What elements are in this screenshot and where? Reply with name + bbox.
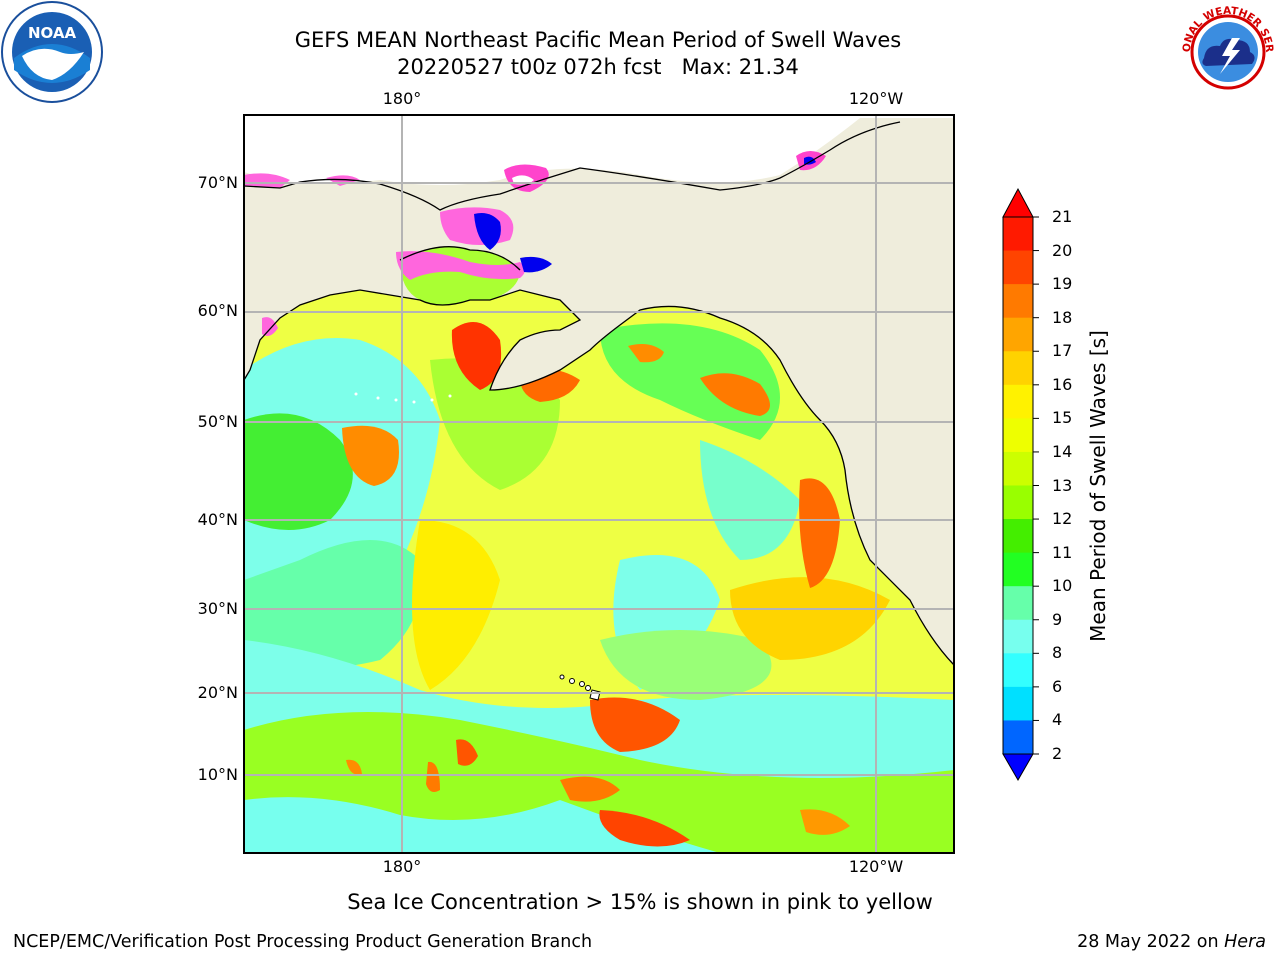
colorbar-tick-label: 20 [1052, 240, 1073, 260]
colorbar-tick-label: 8 [1052, 643, 1063, 663]
swell-field-yellow-east [730, 577, 890, 660]
colorbar-segment [1003, 519, 1033, 554]
swell-max-small-3 [346, 759, 362, 775]
sea-ice-1 [244, 173, 290, 188]
colorbar-tick-label: 13 [1052, 475, 1073, 495]
colorbar-over-triangle [1002, 187, 1034, 218]
lat-label-50n: 50°N [197, 412, 238, 431]
colorbar-segment [1003, 686, 1033, 721]
lon-label-top-180: 180° [382, 89, 422, 108]
swell-field-light-green [600, 630, 772, 700]
map-area [244, 115, 954, 853]
swell-max-bering [451, 322, 502, 390]
noaa-emblem-icon: NOAA [1, 1, 103, 103]
ice-low-period-3 [804, 156, 816, 165]
footer-host: Hera [1224, 932, 1266, 952]
national-weather-service-logo: NATIONAL WEATHER SERVICE [1176, 0, 1280, 104]
graticule [244, 115, 954, 853]
aleutian-islands [354, 392, 452, 404]
arctic-coastline [244, 121, 901, 211]
colorbar-segment [1003, 250, 1033, 285]
colorbar-tick-label: 17 [1052, 341, 1073, 361]
footer-date-text: 28 May 2022 on [1077, 932, 1225, 952]
swell-max-gulf-small [628, 344, 664, 363]
footer-credit: NCEP/EMC/Verification Post Processing Pr… [13, 932, 593, 952]
bering-coastline [399, 246, 521, 271]
lon-label-top-120w: 120°W [848, 89, 904, 108]
colorbar-segment [1003, 217, 1033, 252]
colorbar-tick-label: 18 [1052, 307, 1073, 327]
colorbar-tick-label: 15 [1052, 408, 1073, 428]
chart-title: GEFS MEAN Northeast Pacific Mean Period … [294, 28, 902, 52]
noaa-logo: NOAA [0, 0, 104, 104]
colorbar-tick-label: 16 [1052, 374, 1073, 394]
lat-label-40n: 40°N [197, 510, 238, 529]
svg-text:NOAA: NOAA [28, 24, 77, 42]
colorbar-tick-label: 9 [1052, 609, 1063, 629]
swell-max-california [799, 478, 840, 588]
colorbar-tick-label: 14 [1052, 441, 1073, 461]
sea-ice-2 [326, 175, 360, 186]
colorbar-under-triangle [1002, 753, 1034, 782]
colorbar-segment [1003, 586, 1033, 621]
swell-max-hawaii [590, 697, 680, 752]
colorbar-segment [1003, 351, 1033, 386]
colorbar-segment [1003, 317, 1033, 352]
colorbar-tick-label: 11 [1052, 542, 1073, 562]
swell-max-south-2 [599, 810, 690, 847]
colorbar-segment [1003, 485, 1033, 520]
footer-date: 28 May 2022 on Hera [1077, 932, 1266, 952]
ice-low-period-2 [520, 256, 552, 273]
colorbar-segment [1003, 384, 1033, 419]
swell-max-small-1 [456, 739, 478, 766]
lat-label-70n: 70°N [197, 173, 238, 192]
swell-max-south [560, 776, 620, 802]
colorbar-tick-label: 6 [1052, 676, 1063, 696]
swell-max-gulf [700, 373, 770, 416]
colorbar-tick-label: 10 [1052, 576, 1073, 596]
arctic-ocean [244, 115, 954, 185]
colorbar-segment [1003, 418, 1033, 453]
chart-subtitle: 20220527 t00z 072h fcst Max: 21.34 [397, 55, 799, 79]
colorbar-label: Mean Period of Swell Waves [s] [1086, 330, 1110, 642]
colorbar-segment [1003, 720, 1033, 755]
lat-label-30n: 30°N [197, 599, 238, 618]
colorbar-tick-label: 12 [1052, 509, 1073, 529]
lat-label-60n: 60°N [197, 301, 238, 320]
colorbar-tick-label: 19 [1052, 274, 1073, 294]
colorbar-tick-label: 4 [1052, 710, 1063, 730]
colorbar-tick-label: 21 [1052, 207, 1073, 226]
swell-max-west [342, 425, 399, 486]
map-frame [243, 114, 955, 854]
colorbar-segment [1003, 552, 1033, 587]
swell-field-yellow-central [412, 520, 500, 690]
lon-label-bottom-120w: 120°W [848, 857, 904, 876]
colorbar-segment [1003, 284, 1033, 319]
ice-low-period-1 [474, 213, 501, 250]
swell-max-small-2 [426, 761, 440, 792]
lat-label-10n: 10°N [197, 765, 238, 784]
lat-label-20n: 20°N [197, 683, 238, 702]
sea-ice-kamchatka [262, 317, 278, 336]
swell-field-cyan-far-south [244, 797, 720, 853]
sea-ice-caption: Sea Ice Concentration > 15% is shown in … [347, 890, 933, 914]
swell-field-green-west [244, 413, 353, 530]
swell-max-south-3 [800, 809, 850, 835]
coastline [244, 289, 954, 666]
nws-emblem-icon: NATIONAL WEATHER SERVICE [1176, 0, 1276, 100]
colorbar-segment [1003, 619, 1033, 654]
sea-ice-norton [396, 251, 525, 280]
colorbar [1002, 187, 1039, 782]
colorbar-segment [1003, 653, 1033, 688]
lon-label-bottom-180: 180° [382, 857, 422, 876]
colorbar-segment [1003, 451, 1033, 486]
swell-field-mint [244, 540, 422, 668]
swell-field-mint-east [700, 440, 800, 560]
colorbar-tick-label: 2 [1052, 744, 1063, 763]
